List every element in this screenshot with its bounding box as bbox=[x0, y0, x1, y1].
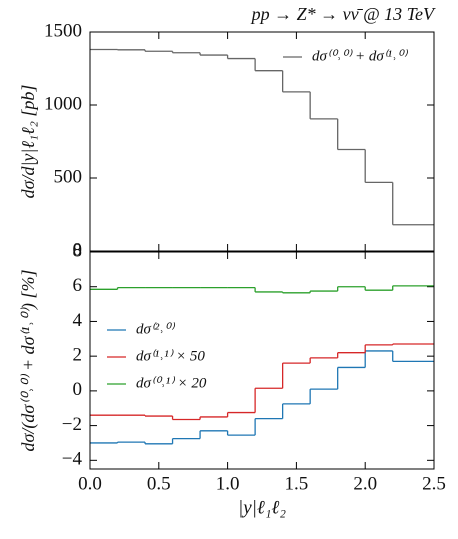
x-tick-label: 2.5 bbox=[422, 473, 446, 494]
y-tick-label: 4 bbox=[73, 310, 83, 331]
legend-label: dσ⁽²˒⁰⁾ bbox=[136, 321, 175, 337]
y-tick-label: 1500 bbox=[44, 20, 82, 41]
y-axis-label: dσ/(dσ⁽⁰˒⁰⁾ + dσ⁽¹˒⁰⁾) [%] bbox=[18, 270, 39, 452]
chart-title: pp → Z* → νν̄ @ 13 TeV bbox=[250, 4, 436, 24]
y-axis-label: dσ/d|y|ℓ₁ℓ₂ [pb] bbox=[18, 85, 38, 199]
legend-label: dσ⁽¹˒¹⁾ × 50 bbox=[136, 348, 205, 364]
legend-label: dσ⁽⁰˒¹⁾ × 20 bbox=[136, 375, 207, 391]
x-tick-label: 0.5 bbox=[147, 473, 171, 494]
y-tick-label: 500 bbox=[54, 166, 83, 187]
y-tick-label: 1000 bbox=[44, 93, 82, 114]
y-tick-label: 2 bbox=[73, 345, 83, 366]
y-tick-label: −2 bbox=[62, 414, 82, 435]
x-tick-label: 1.0 bbox=[216, 473, 240, 494]
y-tick-label: 8 bbox=[73, 240, 83, 261]
x-tick-label: 1.5 bbox=[285, 473, 309, 494]
plot-frame bbox=[89, 31, 435, 252]
y-tick-label: 0 bbox=[73, 239, 83, 260]
plot-frame bbox=[89, 251, 435, 470]
y-tick-label: 0 bbox=[73, 379, 83, 400]
legend-label: dσ⁽⁰˒⁰⁾ + dσ⁽¹˒⁰⁾ bbox=[312, 48, 408, 64]
x-tick-label: 2.0 bbox=[353, 473, 377, 494]
x-axis-label: |y|ℓ₁ℓ₂ bbox=[238, 497, 286, 518]
y-tick-label: 6 bbox=[73, 275, 83, 296]
y-tick-label: −4 bbox=[62, 449, 83, 470]
x-tick-label: 0.0 bbox=[78, 473, 102, 494]
